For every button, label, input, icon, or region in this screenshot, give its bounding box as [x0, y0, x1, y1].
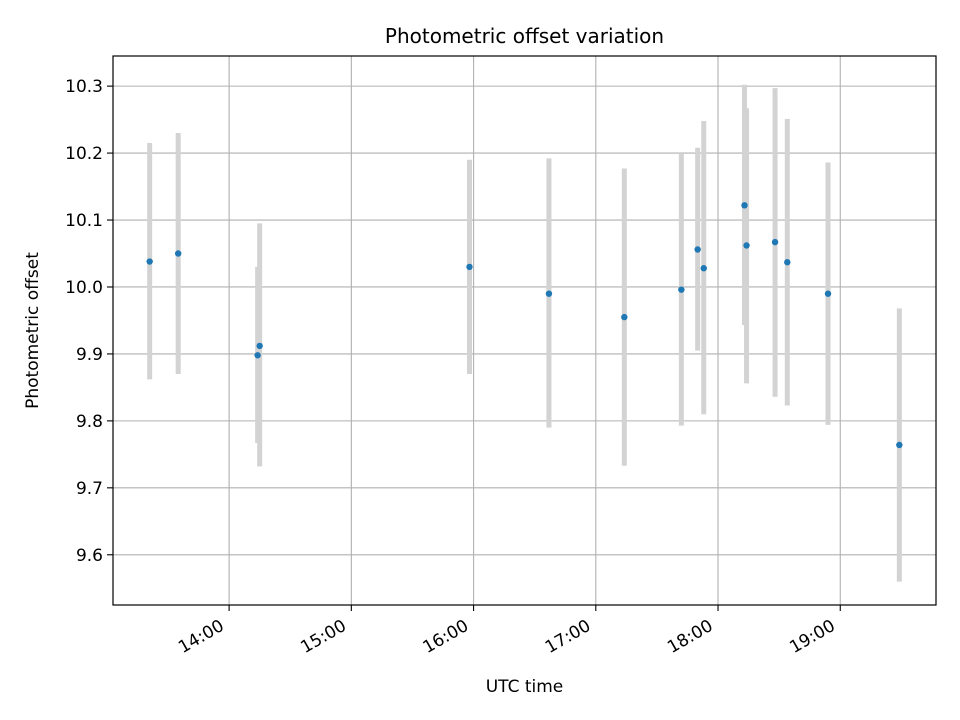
data-point [256, 342, 263, 350]
data-point [621, 313, 628, 321]
data-point [146, 258, 153, 265]
data-point [466, 263, 473, 271]
data-point [700, 265, 707, 272]
data-point [784, 259, 791, 266]
data-point [771, 238, 779, 246]
y-gridlines [113, 85, 936, 556]
data-point [545, 290, 553, 297]
y-tick-label: 9.7 [76, 479, 103, 499]
y-tick-label: 9.8 [76, 412, 103, 432]
y-tick-label: 10.3 [65, 77, 103, 97]
y-axis-label: Photometric offset [23, 252, 43, 409]
y-axis: 9.6 9.7 9.8 9.9 10.0 10.1 10.2 10.3 [65, 77, 113, 566]
data-point [678, 286, 685, 293]
y-tick-label: 10.2 [65, 144, 103, 164]
y-tick-label: 9.6 [76, 546, 103, 566]
data-points [146, 202, 903, 449]
data-point [896, 441, 903, 449]
chart-title: Photometric offset variation [385, 24, 664, 48]
data-point [254, 352, 261, 359]
x-gridlines [228, 56, 841, 605]
y-tick-label: 9.9 [76, 345, 103, 365]
data-point [741, 202, 748, 209]
y-tick-label: 10.0 [65, 278, 103, 298]
x-axis-label: UTC time [486, 677, 564, 697]
data-point [743, 242, 750, 249]
data-point [824, 290, 832, 297]
data-point [174, 250, 182, 257]
data-point [694, 246, 701, 253]
plot-frame [112, 55, 937, 606]
y-tick-label: 10.1 [65, 211, 103, 231]
